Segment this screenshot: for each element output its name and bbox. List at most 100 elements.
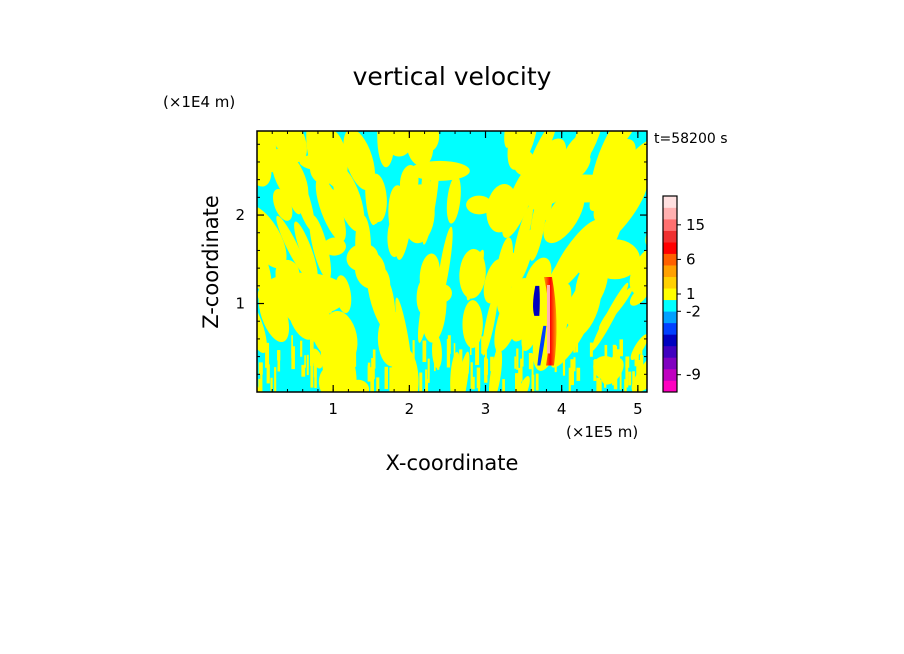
colorbar-band — [663, 334, 677, 347]
colorbar-band — [663, 230, 677, 243]
fine-streak — [528, 353, 533, 370]
updraft-core — [543, 276, 557, 366]
fine-streak — [594, 359, 597, 372]
time-label: t=58200 s — [654, 131, 728, 147]
fine-streak — [640, 348, 643, 372]
updraft-streak — [327, 338, 357, 392]
fine-streak — [535, 373, 539, 391]
updraft-streak — [542, 190, 553, 221]
y-axis-title: Z-coordinate — [199, 195, 223, 329]
fine-streak — [306, 354, 309, 376]
fine-streak — [274, 367, 277, 392]
fine-streak — [408, 378, 412, 392]
colorbar-band — [663, 322, 677, 335]
updraft-streak — [266, 131, 307, 163]
colorbar-band — [663, 368, 677, 381]
fine-streak — [351, 360, 355, 373]
fine-streak — [370, 376, 374, 392]
updraft-streak — [527, 131, 557, 176]
fine-streak — [353, 345, 357, 367]
fine-streak — [638, 364, 641, 386]
updraft-streak — [577, 156, 591, 177]
colorbar-band — [663, 196, 677, 208]
updraft-streak — [315, 176, 346, 242]
fine-streak — [407, 363, 411, 386]
updraft-streak — [294, 221, 318, 279]
fine-streak — [604, 344, 608, 369]
updraft-streak — [451, 351, 470, 392]
colorbar-label: -9 — [686, 366, 701, 384]
fine-streak — [427, 358, 430, 383]
fine-streak — [575, 338, 579, 353]
fine-streak — [599, 379, 602, 392]
fine-streak — [412, 340, 415, 370]
colorbar-band — [663, 276, 677, 289]
fine-streak — [589, 342, 593, 357]
fine-streak — [453, 343, 456, 358]
fine-streak — [258, 378, 262, 392]
fine-streak — [376, 377, 380, 392]
fine-streak — [452, 378, 455, 392]
fine-streak — [459, 349, 463, 368]
plot-frame — [256, 130, 648, 393]
colorbar-label: -2 — [686, 302, 701, 320]
updraft-region — [299, 152, 352, 171]
x-unit-label: (×1E5 m) — [566, 423, 638, 441]
colorbar-band — [663, 219, 677, 231]
fine-streak — [536, 338, 539, 368]
fine-streak — [520, 358, 523, 382]
fine-streak — [414, 371, 418, 387]
chart-title: vertical velocity — [353, 62, 552, 91]
fine-streak — [384, 366, 389, 390]
colorbar-band — [663, 207, 677, 220]
fine-streak — [313, 354, 317, 378]
updraft-streak — [513, 150, 535, 176]
colorbar-band — [663, 242, 677, 254]
fine-streak — [554, 347, 557, 373]
fine-streak — [266, 364, 270, 384]
updraft-streak — [309, 214, 332, 280]
colorbar-band — [663, 265, 677, 278]
fine-streak — [458, 360, 461, 376]
fine-streak — [419, 372, 423, 392]
updraft-region — [409, 160, 470, 181]
updraft-streak — [388, 185, 410, 246]
updraft-streak — [597, 131, 642, 173]
downdraft-core — [533, 285, 540, 316]
fine-streak — [277, 350, 281, 372]
fine-streak — [260, 365, 263, 392]
colorbar-label: 15 — [686, 216, 705, 234]
velocity-field — [257, 131, 647, 392]
updraft-region — [544, 174, 625, 203]
fine-streak — [343, 338, 348, 363]
fine-streak — [613, 366, 618, 390]
convective-cores — [533, 276, 557, 366]
updraft-streak — [276, 215, 308, 276]
updraft-streak — [366, 263, 391, 298]
fine-streak — [522, 347, 524, 367]
fine-streak — [573, 357, 576, 372]
fine-streak — [476, 367, 481, 389]
updraft-streak — [466, 249, 484, 301]
updraft-streak — [343, 131, 376, 191]
updraft-region — [257, 272, 348, 317]
updraft-streak — [466, 195, 493, 215]
fine-streak — [514, 356, 517, 369]
fine-streak — [437, 346, 440, 370]
updraft-streak — [462, 300, 483, 349]
fine-streak — [461, 373, 465, 390]
updraft-streak — [434, 284, 452, 303]
updraft-streak — [550, 305, 593, 368]
fine-streak — [596, 377, 601, 392]
fine-streak — [632, 371, 635, 392]
updraft-streak — [481, 291, 498, 356]
fine-streak — [310, 360, 314, 388]
fine-streak — [637, 360, 641, 373]
fine-streak — [616, 349, 620, 375]
y-unit-label: (×1E4 m) — [163, 93, 235, 111]
fine-streak — [425, 369, 428, 392]
fine-streak — [636, 374, 639, 392]
x-axis-title: X-coordinate — [386, 451, 519, 475]
fine-streak — [514, 373, 519, 392]
fine-streak — [573, 342, 576, 353]
